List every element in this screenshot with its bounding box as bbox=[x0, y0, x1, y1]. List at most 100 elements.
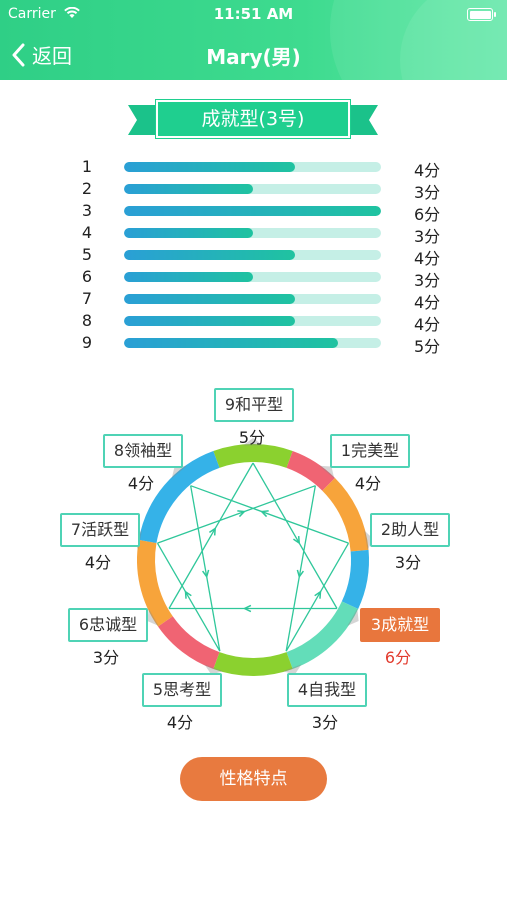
type-label-3[interactable]: 3成就型 bbox=[360, 608, 440, 642]
score-bar-track bbox=[124, 206, 381, 216]
type-label-7[interactable]: 7活跃型 bbox=[60, 513, 140, 547]
score-bar-fill bbox=[124, 162, 296, 172]
score-bar-row: 2 3分 bbox=[0, 178, 507, 202]
ring-pointer bbox=[242, 438, 264, 446]
type-score-7: 4分 bbox=[84, 553, 112, 572]
score-bar-fill bbox=[124, 228, 253, 238]
carrier-text: Carrier bbox=[8, 6, 56, 22]
score-bar-value: 4分 bbox=[414, 293, 441, 312]
type-label-1[interactable]: 1完美型 bbox=[330, 434, 410, 468]
score-bar-track bbox=[124, 338, 381, 348]
score-bar-row: 1 4分 bbox=[0, 156, 507, 180]
score-bar-value: 6分 bbox=[414, 205, 441, 224]
score-bar-label: 7 bbox=[81, 289, 93, 308]
personality-traits-button[interactable]: 性格特点 bbox=[180, 757, 327, 801]
carrier-label: Carrier bbox=[8, 6, 81, 22]
type-score-5: 4分 bbox=[166, 713, 194, 732]
score-bar-label: 9 bbox=[81, 333, 93, 352]
status-time: 11:51 AM bbox=[213, 5, 294, 23]
navigation-bar: 返回 Mary(男) bbox=[0, 28, 507, 78]
score-bar-value: 3分 bbox=[414, 271, 441, 290]
connection-arrow bbox=[201, 569, 210, 579]
back-button[interactable]: 返回 bbox=[12, 40, 72, 69]
score-bar-value: 4分 bbox=[414, 315, 441, 334]
score-bar-fill bbox=[124, 338, 339, 348]
back-label: 返回 bbox=[32, 44, 72, 68]
connection-arrow bbox=[237, 510, 246, 518]
score-bar-track bbox=[124, 294, 381, 304]
enneagram-diagram: 9和平型 5分 1完美型 4分 2助人型 3分 3成就型 6分 4自我型 3分 5思考型 4分 6忠诚型… bbox=[0, 370, 507, 740]
connection-line bbox=[190, 485, 349, 544]
ring-segment bbox=[286, 601, 359, 670]
score-bar-label: 6 bbox=[81, 267, 93, 286]
type-label-2[interactable]: 2助人型 bbox=[370, 513, 450, 547]
page-title: Mary(男) bbox=[206, 45, 301, 69]
type-label-4[interactable]: 4自我型 bbox=[287, 673, 367, 707]
type-score-2: 3分 bbox=[394, 553, 422, 572]
score-bar-value: 3分 bbox=[414, 183, 441, 202]
result-title: 成就型(3号) bbox=[156, 100, 350, 138]
score-bar-value: 4分 bbox=[414, 249, 441, 268]
score-bar-row: 9 5分 bbox=[0, 332, 507, 356]
type-label-9[interactable]: 9和平型 bbox=[214, 388, 294, 422]
connection-line bbox=[285, 542, 350, 652]
type-score-1: 4分 bbox=[354, 474, 382, 493]
score-bar-track bbox=[124, 316, 381, 326]
score-bar-fill bbox=[124, 206, 381, 216]
ring-pointer bbox=[364, 530, 374, 550]
ribbon-tail-right bbox=[348, 105, 378, 135]
connection-arrow bbox=[208, 526, 217, 536]
connection-arrow bbox=[296, 569, 305, 579]
type-label-5[interactable]: 5思考型 bbox=[142, 673, 222, 707]
ring-pointer bbox=[318, 465, 335, 479]
score-bar-fill bbox=[124, 272, 253, 282]
type-score-3: 6分 bbox=[384, 648, 412, 667]
score-bar-track bbox=[124, 272, 381, 282]
score-bar-label: 4 bbox=[81, 223, 93, 242]
type-score-4: 3分 bbox=[311, 713, 339, 732]
ring-segment bbox=[138, 450, 220, 544]
score-bar-label: 1 bbox=[81, 157, 93, 176]
ring-segment bbox=[341, 549, 369, 610]
wifi-icon bbox=[64, 6, 81, 18]
score-bar-fill bbox=[124, 316, 296, 326]
score-bar-label: 8 bbox=[81, 311, 93, 330]
connection-arrow bbox=[242, 604, 252, 613]
type-score-9: 5分 bbox=[238, 428, 266, 447]
ring-pointer bbox=[347, 608, 359, 626]
score-bar-value: 5分 bbox=[414, 337, 441, 356]
chevron-left-icon bbox=[12, 43, 25, 66]
score-bar-fill bbox=[124, 184, 253, 194]
result-ribbon: 成就型(3号) bbox=[128, 100, 378, 138]
connection-line bbox=[168, 462, 254, 609]
battery-icon bbox=[467, 8, 496, 21]
ring-segment bbox=[213, 444, 293, 468]
score-bar-fill bbox=[124, 250, 296, 260]
ring-pointer bbox=[282, 664, 302, 675]
score-bar-row: 6 3分 bbox=[0, 266, 507, 290]
connection-arrow bbox=[292, 535, 301, 545]
connection-line bbox=[285, 485, 316, 652]
score-bar-label: 2 bbox=[81, 179, 93, 198]
score-bar-value: 4分 bbox=[414, 161, 441, 180]
status-bar: Carrier 11:51 AM bbox=[0, 0, 507, 28]
connection-arrow bbox=[184, 590, 192, 599]
connection-line bbox=[252, 462, 338, 609]
enneagram-chart bbox=[132, 438, 374, 676]
type-label-8[interactable]: 8领袖型 bbox=[103, 434, 183, 468]
score-bar-row: 5 4分 bbox=[0, 244, 507, 268]
ring-pointer bbox=[147, 608, 159, 626]
connection-arrow bbox=[260, 510, 269, 518]
type-label-6[interactable]: 6忠诚型 bbox=[68, 608, 148, 642]
score-bar-track bbox=[124, 250, 381, 260]
ribbon-tail-left bbox=[128, 105, 158, 135]
ring-segment bbox=[286, 450, 336, 491]
ring-pointer bbox=[204, 664, 224, 675]
type-score-6: 3分 bbox=[92, 648, 120, 667]
connection-line bbox=[156, 542, 221, 652]
header-bar: Carrier 11:51 AM 返回 Mary(男) bbox=[0, 0, 507, 80]
connection-line bbox=[157, 485, 316, 544]
connection-arrow bbox=[314, 590, 322, 599]
ring-segment bbox=[322, 477, 369, 552]
ring-segment bbox=[213, 652, 293, 676]
